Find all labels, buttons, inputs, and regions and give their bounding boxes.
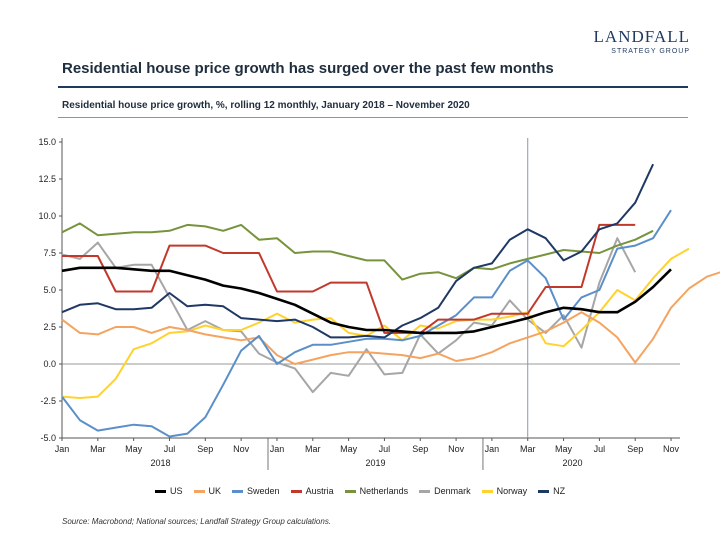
x-tick-label: May [555,444,573,454]
x-tick-label: Jan [485,444,500,454]
x-tick-label: Jul [594,444,606,454]
legend-item-netherlands: Netherlands [344,486,409,496]
legend-item-norway: Norway [481,486,528,496]
legend-item-uk: UK [193,486,222,496]
y-tick-label: -2.5 [40,396,56,406]
legend-swatch [232,489,244,493]
x-tick-label: Jan [270,444,285,454]
legend-label: Austria [305,486,334,496]
chart-title: Residential house price growth, %, rolli… [62,100,470,111]
x-tick-label: Mar [90,444,106,454]
x-tick-label: Jul [379,444,391,454]
legend-swatch [193,489,205,493]
series-line-netherlands [61,222,654,281]
legend-swatch [155,489,166,493]
x-tick-label: Sep [627,444,643,454]
legend-item-austria: Austria [290,486,334,496]
x-year-label: 2020 [563,458,583,468]
logo-main-text: LANDFALL [593,27,690,46]
x-tick-label: Sep [197,444,213,454]
legend-label: UK [208,486,222,496]
source-note: Source: Macrobond; National sources; Lan… [62,517,332,526]
legend-swatch [538,489,550,493]
x-tick-label: Nov [448,444,465,454]
chart-legend: US UK Sweden Austria Netherlands Denmark Norwa… [155,486,565,496]
x-tick-label: Mar [520,444,536,454]
y-tick-label: 10.0 [38,211,56,221]
legend-item-denmark: Denmark [419,486,471,496]
legend-item-nz: NZ [538,486,565,496]
headline-divider [58,86,688,88]
y-tick-label: 0.0 [43,359,56,369]
subtitle-divider [58,117,688,118]
legend-swatch [481,489,493,493]
series-line-austria [62,223,636,334]
x-tick-label: Jul [164,444,176,454]
series-line-sweden [61,209,672,438]
y-tick-label: 2.5 [43,322,56,332]
line-chart: -5.0 -2.5 0.0 2.5 5.0 7.5 10.0 12.5 15.0 Jan Mar Ma… [38,137,720,470]
legend-label: Norway [496,486,528,496]
legend-label: Netherlands [359,486,409,496]
logo-sub-text: STRATEGY GROUP [611,48,690,55]
company-logo: LANDFALL STRATEGY GROUP [594,28,690,55]
x-tick-label: Nov [233,444,250,454]
x-tick-label: Mar [305,444,321,454]
series-line-us [61,266,672,335]
slide-headline: Residential house price growth has surge… [62,60,554,77]
legend-label: Denmark [434,486,471,496]
y-tick-label: 15.0 [38,137,56,147]
legend-swatch [419,489,431,493]
x-tick-label: Jan [55,444,70,454]
x-tick-label: Nov [663,444,680,454]
x-tick-label: Sep [412,444,428,454]
y-tick-label: 12.5 [38,174,56,184]
legend-item-sweden: Sweden [232,486,280,496]
series-line-uk [61,271,720,365]
y-tick-label: 5.0 [43,285,56,295]
legend-item-us: US [155,486,183,496]
x-year-label: 2018 [151,458,171,468]
y-tick-label: -5.0 [40,433,56,443]
legend-label: Sweden [247,486,280,496]
legend-label: NZ [553,486,566,496]
x-year-label: 2019 [365,458,385,468]
series-line-denmark [61,237,637,394]
series-line-nz [61,163,655,339]
legend-swatch [290,489,302,493]
x-tick-label: May [340,444,358,454]
legend-label: US [170,486,183,496]
x-tick-label: May [125,444,143,454]
y-tick-label: 7.5 [43,248,56,258]
legend-swatch [344,489,356,493]
